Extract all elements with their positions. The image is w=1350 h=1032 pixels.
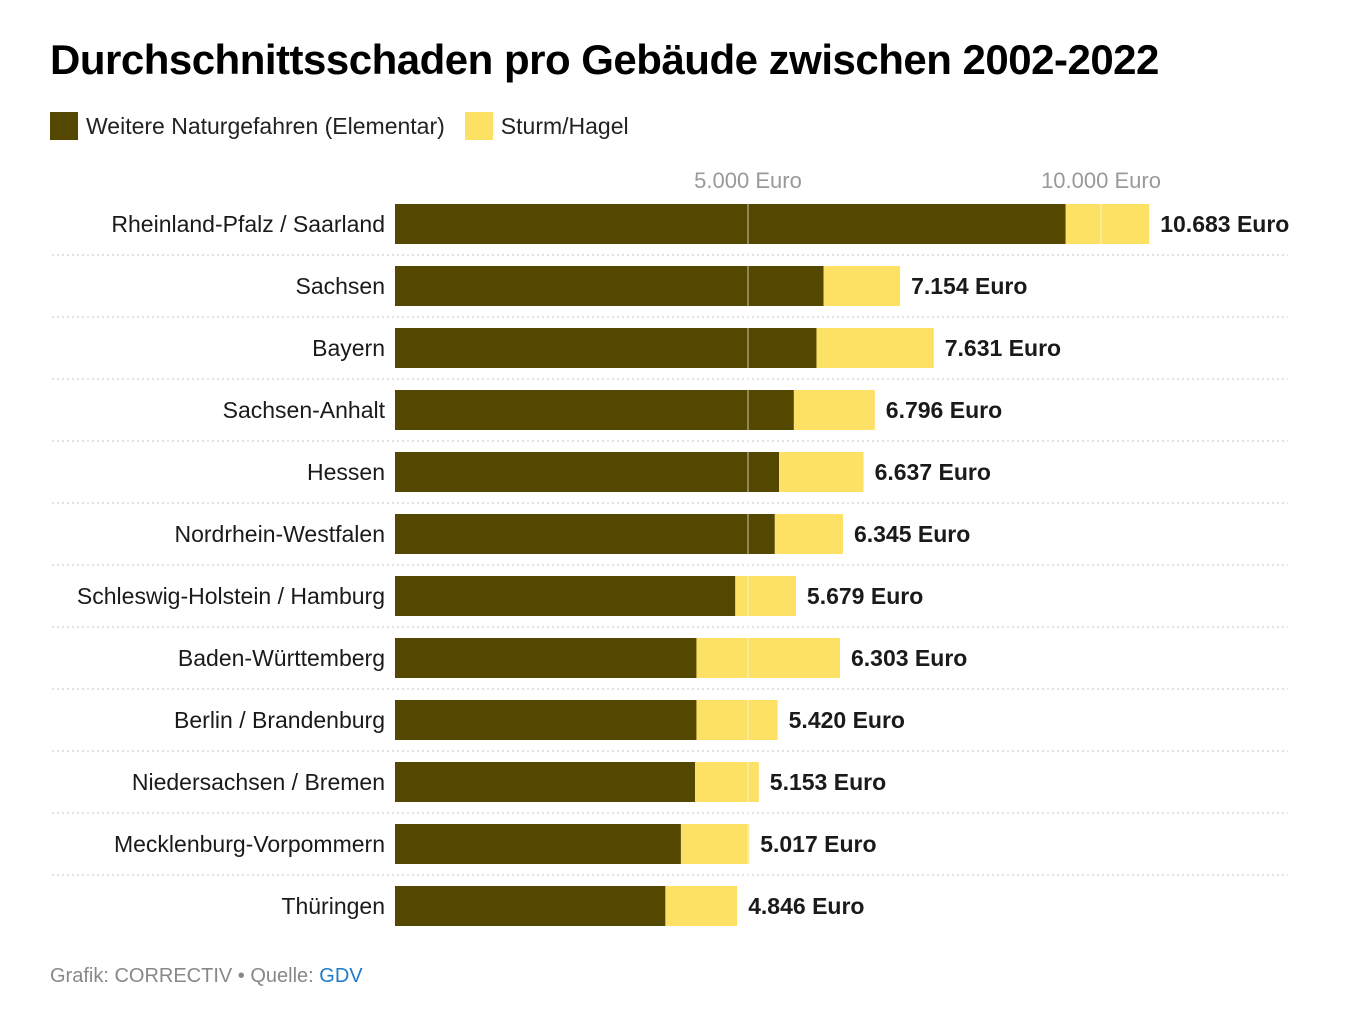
bar-segment-sturm-hagel: [735, 576, 796, 616]
category-label: Sachsen: [295, 273, 385, 299]
legend-label-elementar: Weitere Naturgefahren (Elementar): [86, 112, 445, 139]
bar-segment-elementar: [395, 452, 780, 492]
bar-chart: 5.000 Euro 10.000 Euro Rheinland-Pfalz / S…: [52, 168, 1289, 926]
bar-segment-elementar: [395, 204, 1066, 244]
bar-segment-elementar: [395, 328, 817, 368]
total-value-label: 6.303 Euro: [851, 645, 967, 671]
bar-segment-elementar: [395, 824, 681, 864]
legend-swatch-sturm-hagel: [464, 112, 493, 140]
chart-title: Durchschnittsschaden pro Gebäude zwische…: [50, 36, 1159, 83]
bar-segment-sturm-hagel: [823, 266, 901, 306]
legend-item-sturm-hagel: Sturm/Hagel: [464, 112, 629, 140]
category-label: Berlin / Brandenburg: [174, 707, 385, 733]
footer-credit: Grafik: CORRECTIV • Quelle: GDV: [50, 965, 363, 988]
bar-segment-sturm-hagel: [1065, 204, 1150, 244]
bar-segment-elementar: [395, 638, 697, 678]
category-label: Rheinland-Pfalz / Saarland: [111, 211, 385, 237]
bar-segment-sturm-hagel: [793, 390, 875, 430]
bar-segment-elementar: [395, 700, 697, 740]
category-label: Baden-Württemberg: [178, 645, 385, 671]
total-value-label: 7.154 Euro: [911, 273, 1027, 299]
bar-segment-sturm-hagel: [779, 452, 864, 492]
bar-segment-elementar: [395, 266, 824, 306]
bar-segment-elementar: [395, 886, 666, 926]
legend: Weitere Naturgefahren (Elementar) Sturm/…: [50, 112, 649, 140]
category-label: Hessen: [307, 459, 385, 485]
category-label: Schleswig-Holstein / Hamburg: [77, 583, 385, 609]
bar-segment-sturm-hagel: [696, 700, 778, 740]
bar-segment-sturm-hagel: [665, 886, 738, 926]
total-value-label: 5.420 Euro: [789, 707, 905, 733]
total-value-label: 7.631 Euro: [945, 335, 1061, 361]
category-label: Sachsen-Anhalt: [223, 397, 386, 423]
category-label: Nordrhein-Westfalen: [174, 521, 385, 547]
category-label: Thüringen: [281, 893, 385, 919]
tick-label: 5.000 Euro: [694, 168, 802, 193]
total-value-label: 5.017 Euro: [760, 831, 876, 857]
category-label: Niedersachsen / Bremen: [132, 769, 385, 795]
tick-label: 10.000 Euro: [1041, 168, 1161, 193]
legend-item-elementar: Weitere Naturgefahren (Elementar): [50, 112, 445, 140]
total-value-label: 6.796 Euro: [886, 397, 1002, 423]
total-value-label: 6.637 Euro: [875, 459, 991, 485]
bar-segment-sturm-hagel: [695, 762, 759, 802]
total-value-label: 4.846 Euro: [748, 893, 864, 919]
category-label: Mecklenburg-Vorpommern: [114, 831, 385, 857]
bar-segment-sturm-hagel: [680, 824, 750, 864]
bar-segment-elementar: [395, 390, 794, 430]
footer-prefix: Grafik: CORRECTIV • Quelle:: [50, 965, 320, 987]
bar-segment-sturm-hagel: [816, 328, 934, 368]
source-link[interactable]: GDV: [319, 965, 363, 987]
bar-segment-elementar: [395, 762, 696, 802]
legend-swatch-elementar: [50, 112, 78, 140]
category-label: Bayern: [312, 335, 385, 361]
bar-segment-sturm-hagel: [696, 638, 840, 678]
legend-label-sturm-hagel: Sturm/Hagel: [500, 112, 629, 139]
bar-segment-sturm-hagel: [774, 514, 843, 554]
bar-segment-elementar: [395, 514, 775, 554]
total-value-label: 10.683 Euro: [1160, 211, 1289, 237]
bar-segment-elementar: [395, 576, 736, 616]
total-value-label: 5.153 Euro: [770, 769, 886, 795]
total-value-label: 5.679 Euro: [807, 583, 923, 609]
total-value-label: 6.345 Euro: [854, 521, 970, 547]
